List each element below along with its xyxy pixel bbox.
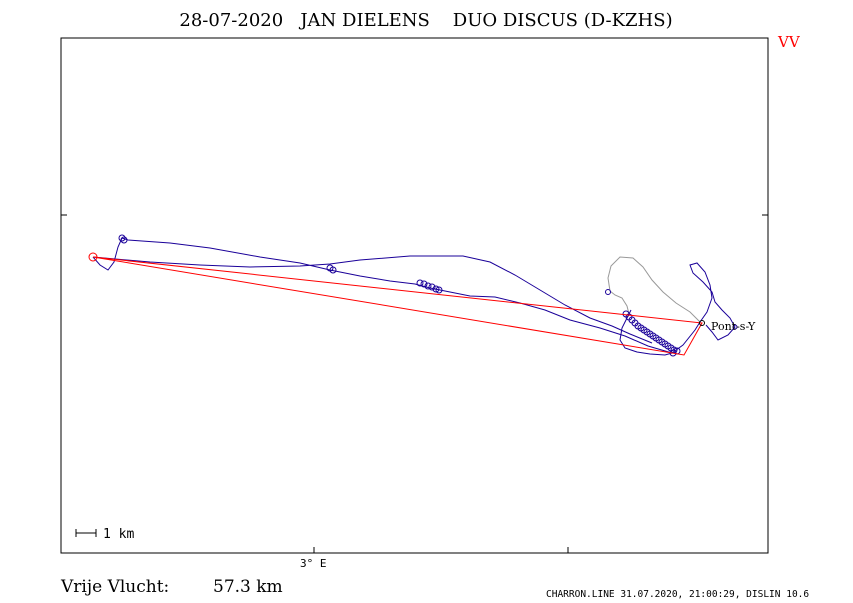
- thermal-circle: [428, 283, 436, 291]
- thermal-circles: [118, 234, 681, 357]
- flight-track: [92, 237, 736, 356]
- distance-label: Vrije Vlucht:: [60, 577, 169, 597]
- vv-flag: VV: [777, 33, 801, 51]
- source-credit: CHARRON.LINE 31.07.2020, 21:00:29, DISLI…: [546, 589, 809, 600]
- waypoint-label: Pont-s-Y: [711, 320, 756, 333]
- thermal-circle: [420, 280, 428, 288]
- map-frame: [60, 37, 769, 554]
- gray-track-segment: [607, 256, 701, 323]
- thermal-circle: [435, 286, 443, 294]
- start-point-marker: [88, 252, 98, 262]
- longitude-label: 3° E: [300, 557, 327, 570]
- thermal-circle: [118, 234, 126, 242]
- thermal-circle: [120, 236, 128, 244]
- scale-label: 1 km: [103, 527, 134, 542]
- thermal-circle: [329, 266, 337, 274]
- thermal-circle: [432, 285, 440, 293]
- distance-value: 57.3 km: [213, 577, 283, 597]
- task-triangle: [92, 256, 703, 356]
- flight-title: 28-07-2020 JAN DIELENS DUO DISCUS (D-KZH…: [179, 10, 672, 31]
- finish-marker: [732, 324, 738, 330]
- thermal-circle: [416, 279, 424, 287]
- thermal-circle: [424, 282, 432, 290]
- axis-ticks: [61, 214, 768, 553]
- scale-bar: 1 km: [75, 527, 134, 542]
- waypoint-marker: [699, 320, 705, 326]
- thermal-circle: [605, 289, 611, 295]
